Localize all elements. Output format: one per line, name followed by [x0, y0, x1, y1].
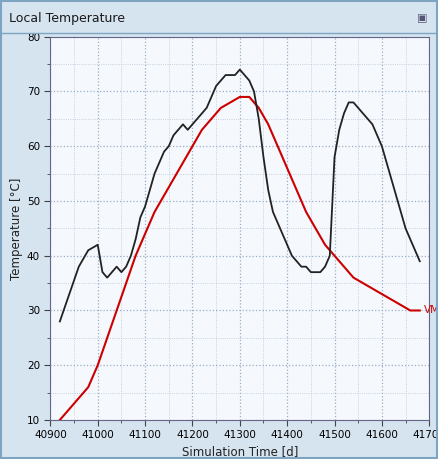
Text: Local Temperature: Local Temperature: [9, 11, 125, 25]
Text: ▣: ▣: [417, 13, 427, 23]
X-axis label: Simulation Time [d]: Simulation Time [d]: [182, 445, 298, 458]
Y-axis label: Temperature [°C]: Temperature [°C]: [10, 177, 23, 280]
Text: VM3...: VM3...: [424, 306, 438, 315]
